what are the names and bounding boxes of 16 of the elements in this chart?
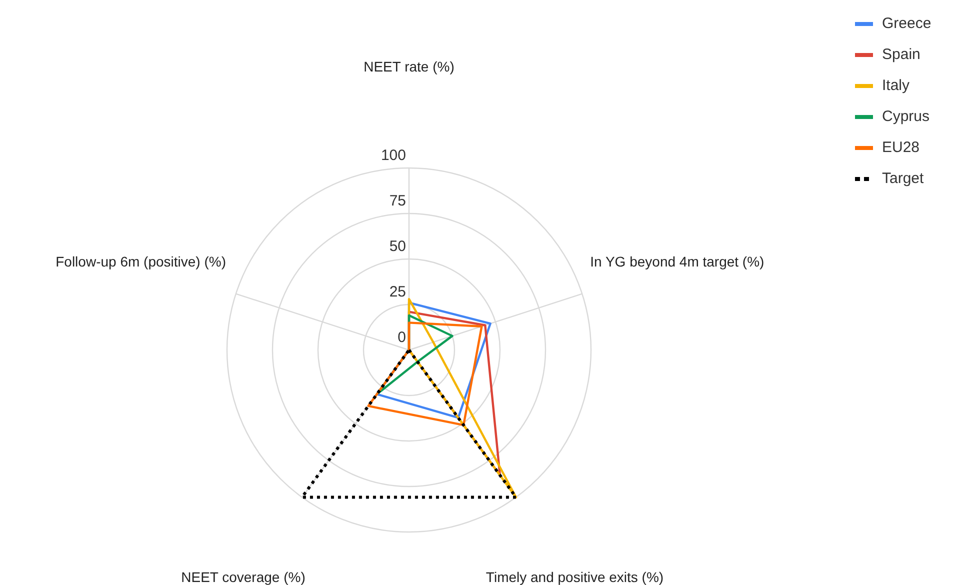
legend-label: Greece: [882, 14, 932, 32]
spoke-label: In YG beyond 4m target (%): [590, 254, 764, 270]
y-tick-label: 75: [389, 192, 406, 210]
legend-label: EU28: [882, 138, 920, 156]
legend-label: Italy: [882, 76, 910, 94]
spoke-label: Follow-up 6m (positive) (%): [56, 254, 226, 270]
y-tick-label: 50: [389, 238, 406, 255]
spoke-label: NEET coverage (%): [181, 568, 306, 585]
spoke-label: NEET rate (%): [364, 58, 454, 75]
legend-label: Spain: [882, 46, 920, 63]
legend-label: Cyprus: [882, 108, 930, 125]
y-tick-label: 100: [380, 147, 406, 164]
spoke-label: Timely and positive exits (%): [486, 568, 664, 585]
legend-label: Target: [882, 170, 925, 187]
y-tick-label: 0: [398, 329, 406, 346]
y-tick-label: 25: [389, 284, 406, 300]
